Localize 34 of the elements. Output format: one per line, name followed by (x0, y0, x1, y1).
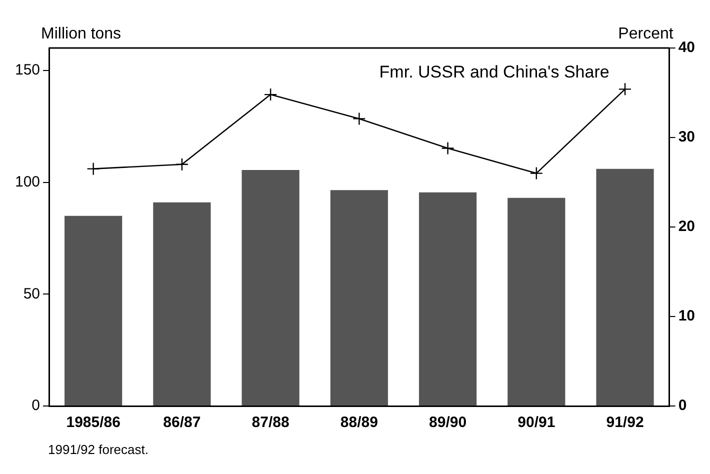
bar (596, 168, 654, 406)
bar (508, 198, 566, 406)
y2-tick-label: 20 (678, 218, 696, 236)
y-tick-label: 0 (32, 397, 40, 414)
point (264, 88, 278, 102)
point (175, 158, 189, 171)
x-tick-label: 89/90 (429, 414, 467, 432)
x-tick-label: 90/91 (518, 414, 556, 432)
y-tick-label: 100 (14, 173, 40, 190)
text: 1991/92 forecast. (48, 442, 148, 458)
y2-tick-label: 40 (678, 39, 696, 56)
x-tick-label: 86/87 (163, 414, 201, 432)
y2-tick-label: 30 (678, 128, 696, 146)
y-tick-label: 150 (14, 62, 40, 79)
x-tick-label: 88/89 (340, 414, 378, 432)
point (441, 142, 454, 155)
bar (330, 190, 388, 406)
point (530, 166, 543, 180)
y2-tick-label: 10 (678, 308, 696, 325)
point (618, 82, 632, 96)
x-tick-label: 91/92 (606, 414, 644, 432)
series-label: Fmr. USSR and China's Share (379, 62, 610, 82)
y2-tick-label: 0 (678, 397, 687, 414)
point (86, 162, 100, 176)
y-tick-label: 50 (23, 285, 40, 302)
bar (153, 202, 211, 406)
x-tick-label: 1985/86 (66, 414, 120, 432)
bar (64, 216, 122, 406)
x-tick-label: 87/88 (252, 414, 290, 432)
y2-axis-title: Percent (618, 25, 674, 42)
point (352, 112, 366, 126)
y-axis-title: Million tons (41, 25, 122, 42)
bar (242, 170, 300, 406)
bar (418, 192, 477, 406)
